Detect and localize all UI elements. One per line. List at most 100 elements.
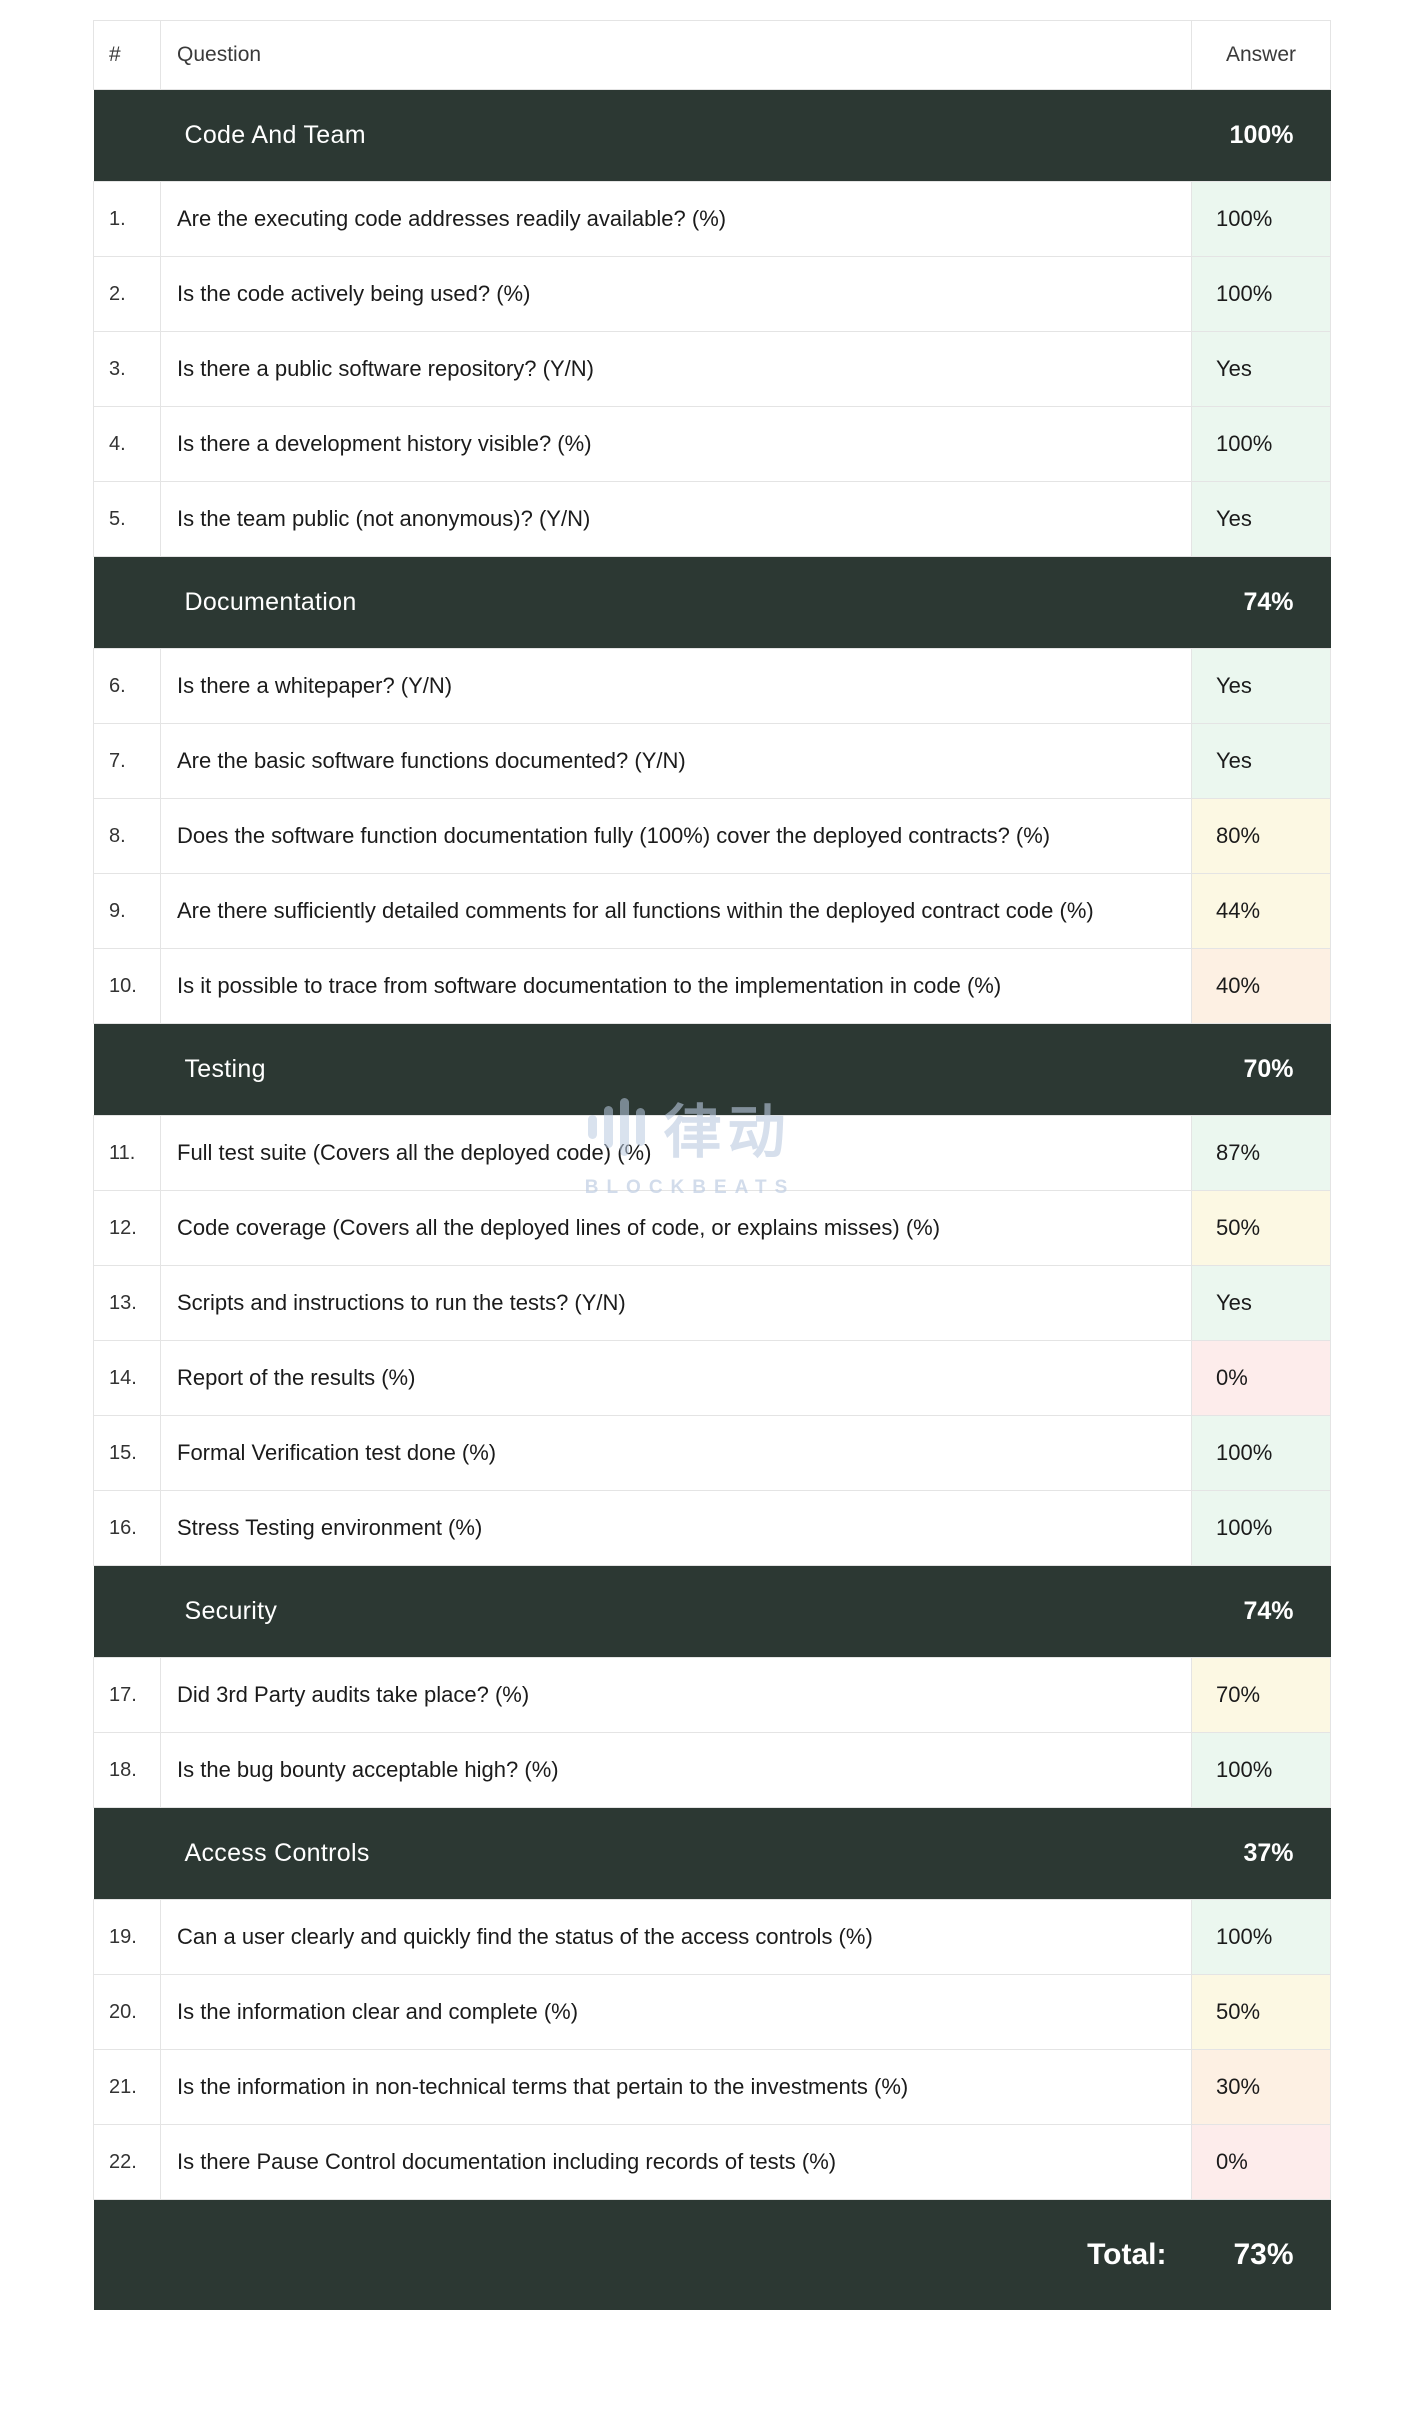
question-text: Did 3rd Party audits take place? (%) (160, 1657, 1192, 1733)
question-number: 16. (93, 1490, 161, 1566)
question-number: 14. (93, 1340, 161, 1416)
section-title: Security (93, 1565, 1192, 1658)
table-header-row: # Question Answer (93, 20, 1331, 90)
question-row: 19. Can a user clearly and quickly find t… (93, 1899, 1331, 1975)
question-text: Is the bug bounty acceptable high? (%) (160, 1732, 1192, 1808)
section-title: Documentation (93, 556, 1192, 649)
question-number: 12. (93, 1190, 161, 1266)
question-number: 3. (93, 331, 161, 407)
section-header-row: Code And Team 100% (93, 89, 1331, 182)
section-title: Testing (93, 1023, 1192, 1116)
answer-value: 0% (1191, 2124, 1331, 2200)
column-header-answer: Answer (1191, 20, 1331, 90)
question-row: 13. Scripts and instructions to run the t… (93, 1265, 1331, 1341)
section-score: 70% (1191, 1023, 1331, 1116)
question-row: 9. Are there sufficiently detailed commen… (93, 873, 1331, 949)
answer-value: 80% (1191, 798, 1331, 874)
total-label: Total: (93, 2199, 1192, 2310)
question-text: Scripts and instructions to run the test… (160, 1265, 1192, 1341)
question-number: 15. (93, 1415, 161, 1491)
question-number: 18. (93, 1732, 161, 1808)
question-text: Are the executing code addresses readily… (160, 181, 1192, 257)
total-row: Total: 73% (93, 2199, 1331, 2310)
question-text: Is the information clear and complete (%… (160, 1974, 1192, 2050)
question-number: 4. (93, 406, 161, 482)
answer-value: 100% (1191, 256, 1331, 332)
answer-value: Yes (1191, 723, 1331, 799)
answer-value: 100% (1191, 406, 1331, 482)
section-title: Access Controls (93, 1807, 1192, 1900)
question-number: 13. (93, 1265, 161, 1341)
section-title: Code And Team (93, 89, 1192, 182)
answer-value: 87% (1191, 1115, 1331, 1191)
table-foot: Total: 73% (93, 2199, 1331, 2310)
question-row: 22. Is there Pause Control documentation … (93, 2124, 1331, 2200)
question-row: 7. Are the basic software functions docum… (93, 723, 1331, 799)
column-header-question: Question (160, 20, 1192, 90)
question-row: 3. Is there a public software repository?… (93, 331, 1331, 407)
question-text: Can a user clearly and quickly find the … (160, 1899, 1192, 1975)
question-number: 17. (93, 1657, 161, 1733)
question-text: Is there a whitepaper? (Y/N) (160, 648, 1192, 724)
question-row: 18. Is the bug bounty acceptable high? (%… (93, 1732, 1331, 1808)
answer-value: 100% (1191, 1490, 1331, 1566)
question-number: 11. (93, 1115, 161, 1191)
question-row: 11. Full test suite (Covers all the deplo… (93, 1115, 1331, 1191)
assessment-table: # Question Answer Code And Team 100% 1. Are… (93, 20, 1331, 2310)
question-row: 15. Formal Verification test done (%) 100% (93, 1415, 1331, 1491)
question-number: 8. (93, 798, 161, 874)
question-row: 20. Is the information clear and complete… (93, 1974, 1331, 2050)
section-header-row: Testing 70% (93, 1023, 1331, 1116)
section-score: 74% (1191, 556, 1331, 649)
question-text: Is there a development history visible? … (160, 406, 1192, 482)
answer-value: 0% (1191, 1340, 1331, 1416)
question-text: Are there sufficiently detailed comments… (160, 873, 1192, 949)
answer-value: Yes (1191, 1265, 1331, 1341)
answer-value: Yes (1191, 331, 1331, 407)
answer-value: 30% (1191, 2049, 1331, 2125)
answer-value: 100% (1191, 1899, 1331, 1975)
answer-value: 100% (1191, 181, 1331, 257)
answer-value: Yes (1191, 481, 1331, 557)
answer-value: 44% (1191, 873, 1331, 949)
question-row: 8. Does the software function documentati… (93, 798, 1331, 874)
question-text: Is there Pause Control documentation inc… (160, 2124, 1192, 2200)
total-value: 73% (1191, 2199, 1331, 2310)
question-text: Is the code actively being used? (%) (160, 256, 1192, 332)
question-text: Formal Verification test done (%) (160, 1415, 1192, 1491)
question-row: 16. Stress Testing environment (%) 100% (93, 1490, 1331, 1566)
section-score: 37% (1191, 1807, 1331, 1900)
question-number: 9. (93, 873, 161, 949)
question-number: 20. (93, 1974, 161, 2050)
question-text: Are the basic software functions documen… (160, 723, 1192, 799)
answer-value: 40% (1191, 948, 1331, 1024)
section-score: 74% (1191, 1565, 1331, 1658)
question-row: 17. Did 3rd Party audits take place? (%) 7… (93, 1657, 1331, 1733)
question-text: Is it possible to trace from software do… (160, 948, 1192, 1024)
question-text: Full test suite (Covers all the deployed… (160, 1115, 1192, 1191)
answer-value: 100% (1191, 1415, 1331, 1491)
question-number: 21. (93, 2049, 161, 2125)
section-header-row: Access Controls 37% (93, 1807, 1331, 1900)
answer-value: 100% (1191, 1732, 1331, 1808)
question-number: 1. (93, 181, 161, 257)
question-text: Report of the results (%) (160, 1340, 1192, 1416)
question-text: Is the information in non-technical term… (160, 2049, 1192, 2125)
question-row: 21. Is the information in non-technical t… (93, 2049, 1331, 2125)
question-number: 19. (93, 1899, 161, 1975)
table-body: Code And Team 100% 1. Are the executing cod… (93, 89, 1331, 2200)
question-row: 12. Code coverage (Covers all the deploye… (93, 1190, 1331, 1266)
column-header-number: # (93, 20, 161, 90)
question-row: 4. Is there a development history visible… (93, 406, 1331, 482)
section-header-row: Documentation 74% (93, 556, 1331, 649)
answer-value: 50% (1191, 1190, 1331, 1266)
question-number: 22. (93, 2124, 161, 2200)
question-row: 14. Report of the results (%) 0% (93, 1340, 1331, 1416)
question-text: Stress Testing environment (%) (160, 1490, 1192, 1566)
question-row: 1. Are the executing code addresses readi… (93, 181, 1331, 257)
question-number: 5. (93, 481, 161, 557)
question-number: 10. (93, 948, 161, 1024)
table-head: # Question Answer (93, 20, 1331, 90)
answer-value: 70% (1191, 1657, 1331, 1733)
